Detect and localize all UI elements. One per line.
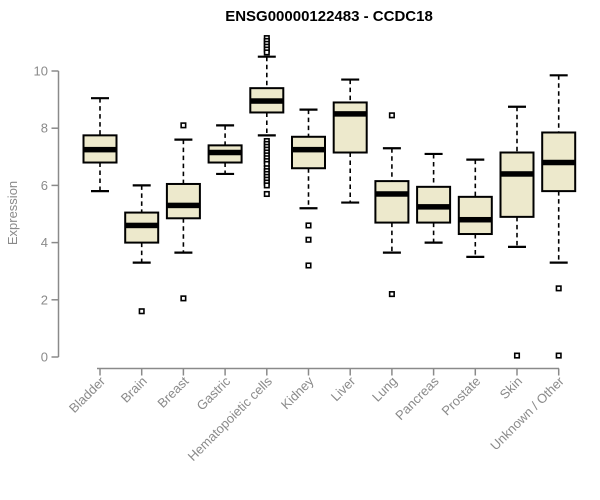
outlier-point [555,352,562,359]
x-category-label: Breast [154,373,191,410]
median-line [250,98,284,104]
median-line [500,171,534,177]
outlier-point [513,352,521,359]
outlier-point [305,236,312,243]
iqr-box [291,135,326,170]
box-plot-lung [374,112,410,298]
outlier-point [263,190,270,198]
outlier-point [180,295,187,302]
outlier-point [305,262,312,269]
y-tick-label: 6 [41,178,48,193]
x-category-label: Skin [497,374,525,402]
box-plot-bladder [82,97,118,193]
y-axis-title: Expression [5,181,20,245]
median-line [333,111,367,117]
iqr-box [165,182,201,220]
outlier-point [388,112,395,119]
x-category-label: Liver [328,373,359,404]
y-tick-label: 8 [41,121,48,136]
y-tick-label: 4 [41,235,48,250]
median-line [375,191,409,197]
x-category-label: Pancreas [392,373,442,423]
chart-title: ENSG00000122483 - CCDC18 [225,8,433,25]
median-line [208,149,242,156]
y-tick-label: 2 [41,292,48,307]
iqr-box [457,195,493,236]
box-plot-hematopoietic-cells [249,35,285,198]
box-plot-pancreas [416,152,452,244]
outlier-point [263,182,270,189]
x-category-label: Unknown / Other [487,373,567,453]
box-plot-kidney [291,108,326,269]
y-tick-label: 0 [41,350,48,365]
box-plot-unknown-other [541,74,577,359]
x-category-label: Brain [118,374,150,406]
y-tick-label: 10 [34,64,48,79]
outlier-point [138,308,145,315]
outlier-point [388,291,395,298]
median-line [292,146,325,153]
x-category-label: Prostate [439,374,484,419]
box-plot-brain [124,184,160,315]
outlier-point [263,49,270,56]
median-line [166,202,200,209]
median-line [458,216,492,223]
median-line [417,204,451,210]
box-plot-skin [499,105,535,359]
median-line [83,146,117,153]
iqr-box [499,151,535,218]
iqr-box [332,101,368,154]
box-plot-prostate [457,158,493,258]
x-category-label: Kidney [278,373,317,412]
box-plot-liver [332,78,368,204]
x-category-label: Gastric [194,373,234,413]
outlier-point [305,222,312,229]
outlier-point [180,122,187,129]
median-line [542,159,576,166]
x-category-label: Bladder [66,373,109,416]
outlier-point [555,285,562,292]
iqr-box [374,180,410,224]
box-plot-breast [165,122,201,302]
median-line [125,222,159,229]
box-plot-gastric [207,124,243,176]
x-category-label: Lung [369,374,400,405]
boxes-layer [82,35,577,359]
